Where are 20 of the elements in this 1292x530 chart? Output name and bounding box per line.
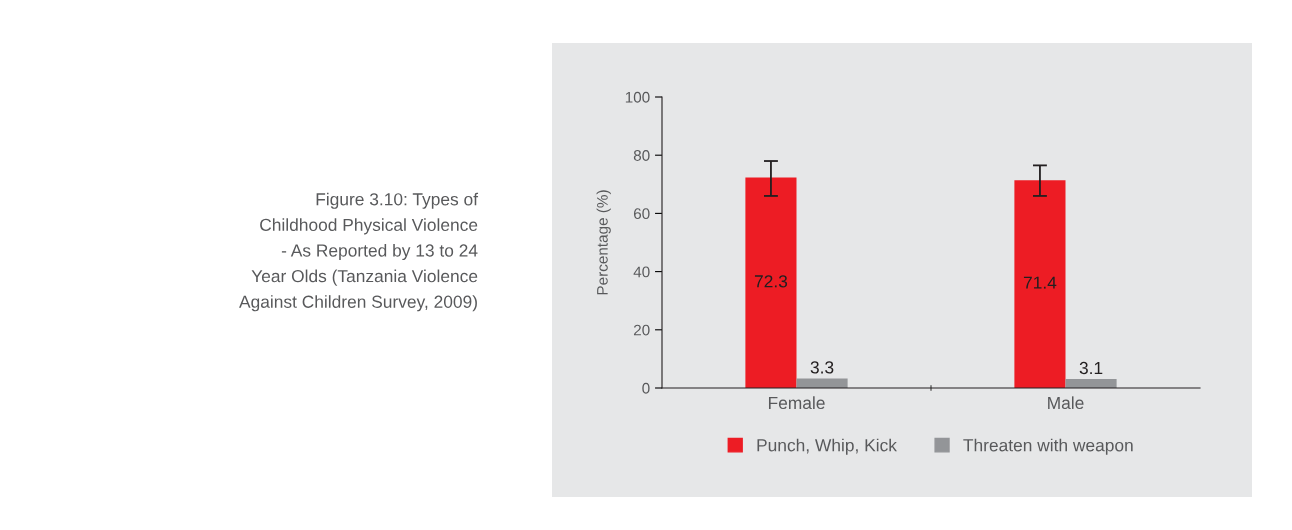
legend-label: Punch, Whip, Kick xyxy=(757,438,897,455)
legend-label: Threaten with weapon xyxy=(963,438,1133,455)
bar xyxy=(1014,180,1066,388)
bar xyxy=(796,378,848,388)
bar xyxy=(1065,378,1117,388)
data-label: 72.3 xyxy=(754,275,788,288)
y-tick-label: 0 xyxy=(642,382,650,394)
y-tick-label: 40 xyxy=(633,266,650,278)
text: Figure 3.10: Types of Childhood Physical Violence - As Reported by 13 to 24 Year Olds (Tanzania Violence Against Children Survey, 2009) xyxy=(239,192,479,312)
x-tick-label: Male xyxy=(1048,396,1084,410)
y-tick-label: 100 xyxy=(625,91,650,103)
y-tick-label: 60 xyxy=(633,208,650,220)
data-label: 71.4 xyxy=(1023,276,1057,289)
data-label: 3.3 xyxy=(810,361,834,374)
x-tick-label: Female xyxy=(768,396,825,410)
y-axis-title: Percentage (%) xyxy=(596,190,611,295)
y-tick-label: 20 xyxy=(633,324,650,336)
bar xyxy=(745,177,797,388)
y-tick-label: 80 xyxy=(633,150,650,161)
data-label: 3.1 xyxy=(1079,361,1103,375)
